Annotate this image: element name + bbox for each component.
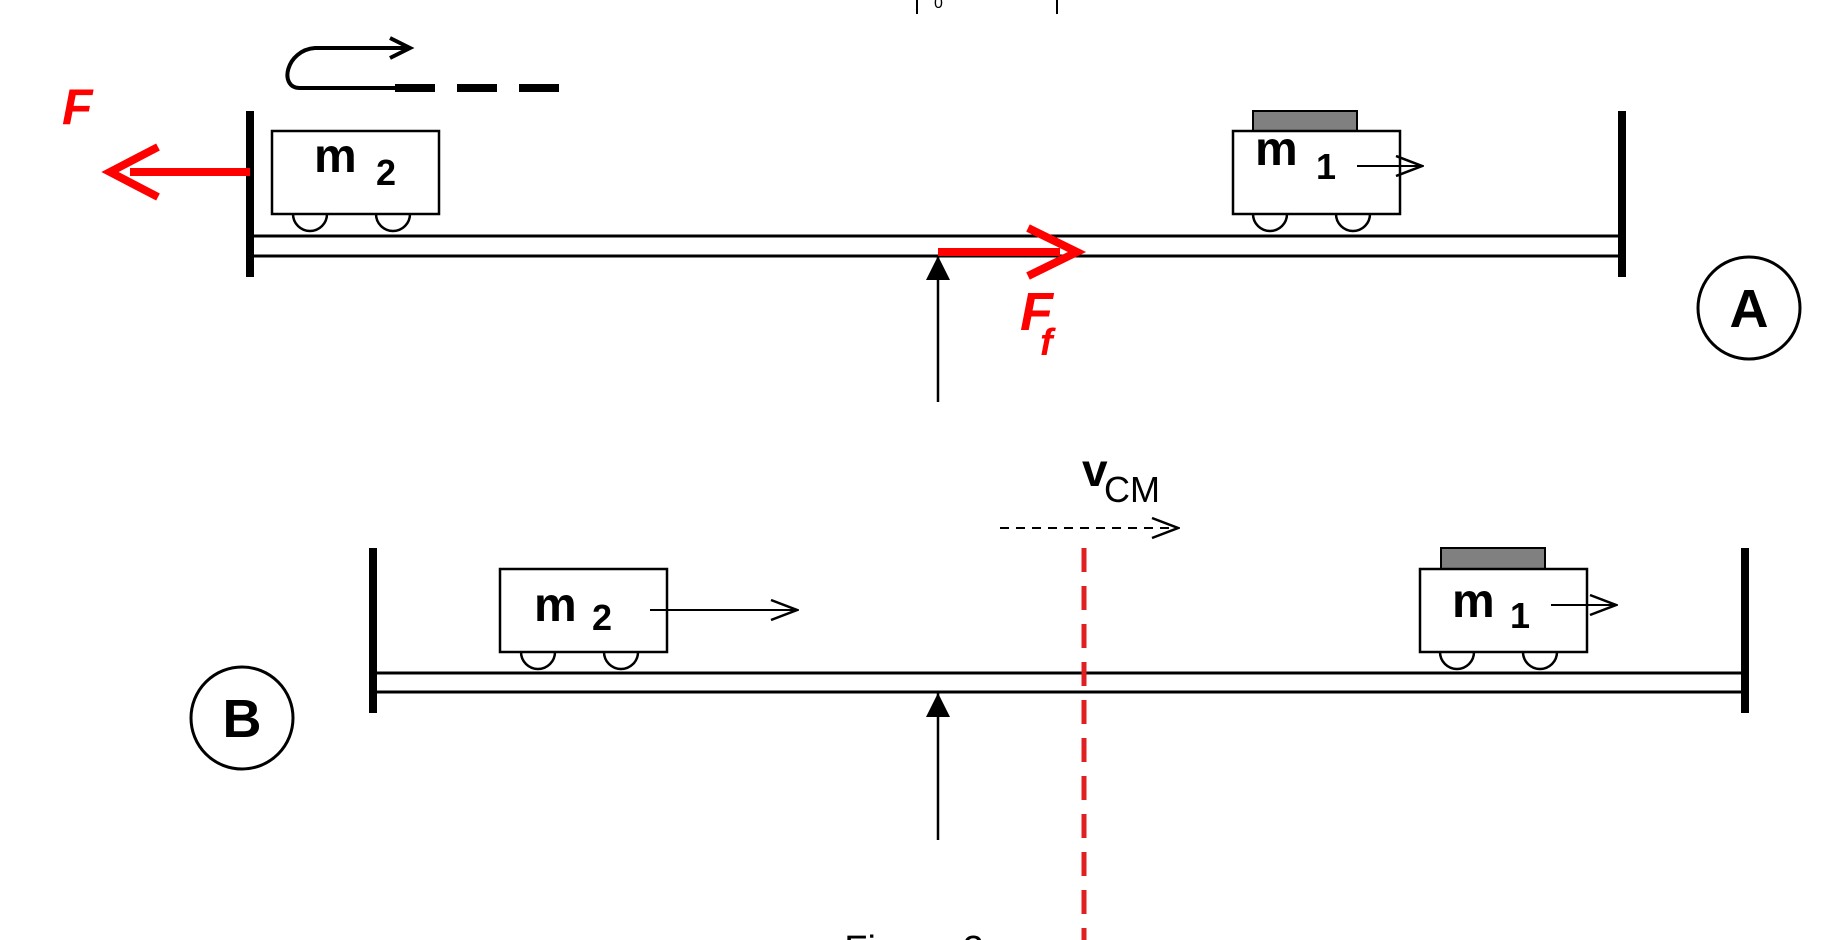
- velocity-cm-sub: CM: [1104, 469, 1160, 510]
- beam-b: [369, 548, 1749, 713]
- cart-m2-b: m 2: [498, 567, 797, 671]
- figure-caption: Figure 2: [844, 929, 983, 940]
- friction-label: F: [1020, 282, 1055, 342]
- panel-label-b: B: [189, 665, 295, 771]
- weight-block: [1440, 547, 1546, 570]
- panel-b: v CM m 2 m 1 B: [189, 444, 1749, 940]
- panel-a-letter: A: [1730, 279, 1769, 339]
- mass-index: 1: [1510, 595, 1530, 636]
- mass-label: m: [1255, 123, 1298, 176]
- friction-label-sub: f: [1040, 322, 1056, 364]
- force-f: F: [62, 79, 250, 201]
- top-fragment: 0: [916, 0, 1058, 14]
- beam-a: [246, 111, 1626, 277]
- force-label: F: [62, 79, 94, 135]
- velocity-cm-label: v: [1082, 444, 1108, 496]
- mass-label: m: [534, 579, 577, 632]
- mass-index: 2: [592, 597, 612, 638]
- cart-m2-a: m 2: [270, 129, 441, 233]
- mass-label: m: [1452, 575, 1495, 628]
- panel-label-a: A: [1696, 255, 1802, 361]
- mass-index: 2: [376, 152, 396, 193]
- top-fragment-text: 0: [934, 0, 943, 12]
- mass-label: m: [314, 130, 357, 183]
- mass-index: 1: [1316, 146, 1336, 187]
- cart-m1-b: m 1: [1418, 547, 1616, 671]
- panel-a: m 2 m 1 F F f A: [62, 36, 1802, 402]
- velocity-cm: v CM: [1000, 444, 1178, 528]
- cart-m1-a: m 1: [1231, 110, 1422, 233]
- friction-force: F f: [938, 224, 1087, 364]
- panel-b-letter: B: [223, 689, 262, 749]
- rotation-arrow-icon: [285, 36, 415, 90]
